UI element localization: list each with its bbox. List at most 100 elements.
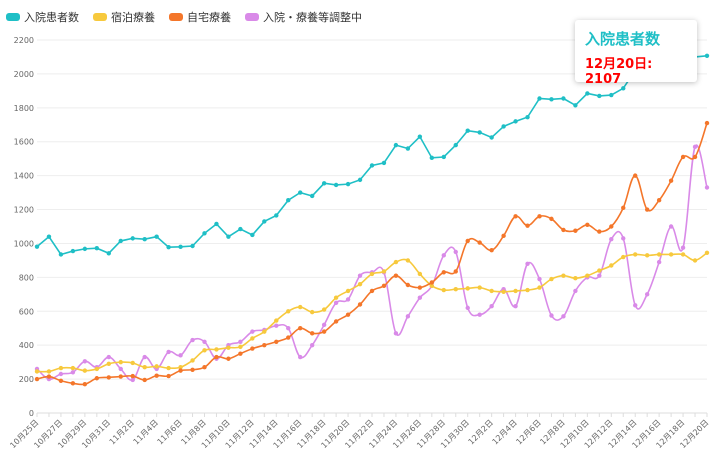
data-point[interactable]	[644, 292, 650, 297]
data-point[interactable]	[70, 248, 76, 254]
data-point[interactable]	[166, 349, 171, 355]
data-point[interactable]	[537, 285, 542, 290]
data-point[interactable]	[34, 376, 40, 382]
data-point[interactable]	[369, 271, 375, 277]
data-point[interactable]	[573, 276, 578, 281]
data-point[interactable]	[405, 258, 411, 263]
data-point[interactable]	[501, 233, 506, 239]
data-point[interactable]	[333, 182, 339, 188]
data-point[interactable]	[621, 205, 626, 211]
data-point[interactable]	[381, 160, 387, 166]
data-point[interactable]	[178, 368, 183, 373]
data-point[interactable]	[70, 365, 76, 371]
data-point[interactable]	[561, 227, 566, 233]
data-point[interactable]	[309, 342, 315, 348]
data-point[interactable]	[154, 364, 159, 369]
data-point[interactable]	[597, 268, 602, 273]
data-point[interactable]	[489, 303, 494, 309]
data-point[interactable]	[345, 181, 351, 187]
data-point[interactable]	[166, 365, 171, 371]
data-point[interactable]	[70, 370, 76, 375]
data-point[interactable]	[489, 135, 494, 140]
data-point[interactable]	[214, 347, 219, 352]
data-point[interactable]	[357, 177, 363, 183]
data-point[interactable]	[573, 228, 578, 233]
data-point[interactable]	[298, 326, 303, 331]
data-point[interactable]	[118, 366, 123, 372]
data-point[interactable]	[130, 360, 135, 366]
data-point[interactable]	[94, 246, 100, 251]
data-point[interactable]	[633, 252, 638, 257]
data-point[interactable]	[621, 86, 626, 91]
data-point[interactable]	[465, 128, 470, 133]
data-point[interactable]	[393, 273, 399, 278]
data-point[interactable]	[214, 354, 219, 360]
data-point[interactable]	[357, 302, 363, 307]
data-point[interactable]	[142, 365, 147, 370]
data-point[interactable]	[178, 353, 183, 358]
data-point[interactable]	[274, 213, 279, 218]
data-point[interactable]	[537, 96, 542, 101]
data-point[interactable]	[405, 146, 411, 151]
data-point[interactable]	[154, 373, 159, 378]
data-point[interactable]	[357, 273, 363, 278]
data-point[interactable]	[202, 348, 207, 353]
data-point[interactable]	[692, 258, 698, 263]
data-point[interactable]	[417, 134, 423, 139]
data-point[interactable]	[680, 245, 686, 250]
data-point[interactable]	[513, 288, 518, 294]
data-point[interactable]	[142, 237, 147, 242]
data-point[interactable]	[644, 207, 650, 212]
data-point[interactable]	[298, 190, 303, 195]
data-point[interactable]	[58, 252, 64, 257]
data-point[interactable]	[561, 273, 566, 278]
data-point[interactable]	[429, 283, 435, 289]
data-point[interactable]	[453, 142, 458, 148]
data-point[interactable]	[609, 263, 614, 268]
data-point[interactable]	[609, 237, 614, 242]
data-point[interactable]	[465, 305, 470, 311]
data-point[interactable]	[321, 322, 327, 328]
data-point[interactable]	[345, 288, 351, 294]
data-point[interactable]	[142, 377, 147, 383]
data-point[interactable]	[513, 303, 518, 309]
data-point[interactable]	[202, 365, 207, 370]
data-point[interactable]	[286, 309, 291, 314]
data-point[interactable]	[357, 281, 363, 287]
data-point[interactable]	[142, 354, 147, 360]
data-point[interactable]	[238, 339, 243, 344]
data-point[interactable]	[298, 304, 303, 310]
data-point[interactable]	[668, 178, 674, 183]
data-point[interactable]	[704, 185, 710, 190]
data-point[interactable]	[453, 249, 458, 255]
data-point[interactable]	[668, 252, 674, 257]
data-point[interactable]	[214, 221, 219, 227]
data-point[interactable]	[226, 356, 231, 361]
data-point[interactable]	[704, 120, 710, 126]
data-point[interactable]	[477, 285, 482, 290]
data-point[interactable]	[118, 359, 123, 365]
data-point[interactable]	[573, 288, 578, 294]
data-point[interactable]	[597, 93, 602, 99]
data-point[interactable]	[190, 243, 195, 249]
data-point[interactable]	[369, 163, 375, 168]
data-point[interactable]	[453, 287, 458, 292]
data-point[interactable]	[345, 297, 351, 302]
data-point[interactable]	[202, 231, 207, 236]
data-point[interactable]	[166, 244, 171, 250]
data-point[interactable]	[94, 366, 100, 372]
data-point[interactable]	[513, 214, 518, 219]
data-point[interactable]	[250, 336, 255, 341]
data-point[interactable]	[130, 236, 135, 241]
data-point[interactable]	[501, 124, 506, 129]
data-point[interactable]	[633, 173, 638, 178]
data-point[interactable]	[154, 234, 159, 239]
data-point[interactable]	[692, 144, 698, 150]
data-point[interactable]	[597, 273, 602, 278]
legend-item-hotel[interactable]: 宿泊療養	[93, 9, 155, 25]
data-point[interactable]	[238, 351, 243, 356]
data-point[interactable]	[345, 312, 351, 317]
data-point[interactable]	[321, 307, 327, 312]
data-point[interactable]	[106, 354, 111, 360]
